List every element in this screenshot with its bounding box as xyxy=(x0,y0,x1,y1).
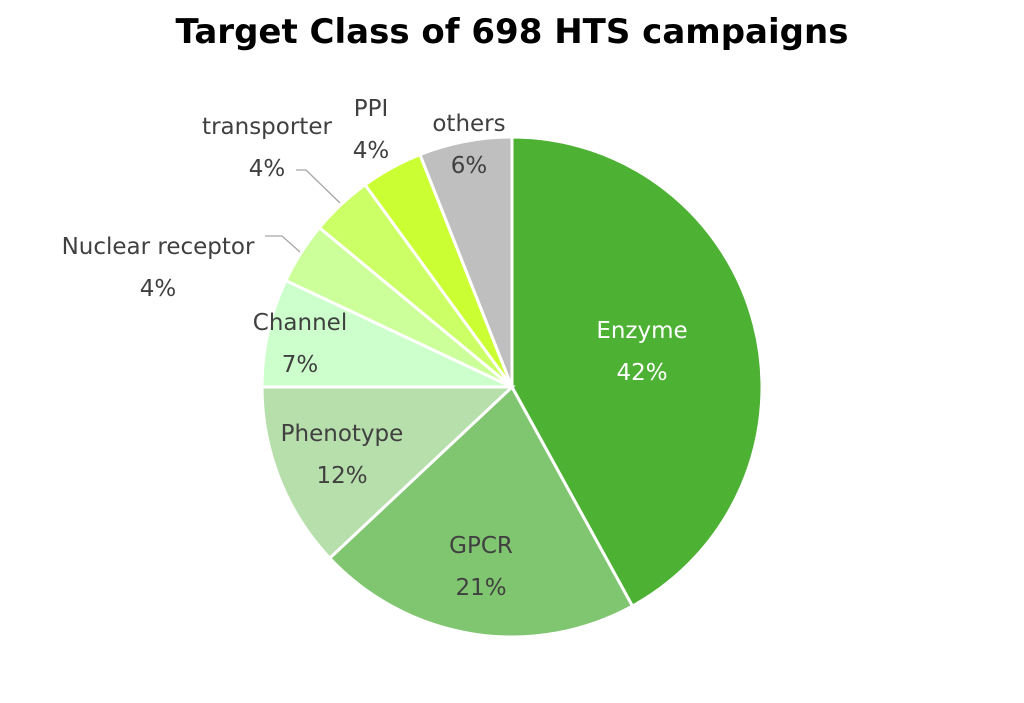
data-value-ppi: 4% xyxy=(353,138,390,164)
data-label-enzyme: Enzyme xyxy=(596,318,687,344)
slice-channel xyxy=(260,278,513,389)
data-value-transporter: 4% xyxy=(249,156,286,182)
data-label-channel: Channel xyxy=(253,310,347,336)
slice-phenotype xyxy=(260,385,516,561)
slice-others xyxy=(418,135,514,388)
data-value-enzyme: 42% xyxy=(616,360,667,386)
data-label-gpcr: GPCR xyxy=(449,533,513,559)
data-value-gpcr: 21% xyxy=(455,575,506,601)
leader-line-nuclear-receptor xyxy=(265,235,301,253)
chart-title: Target Class of 698 HTS campaigns xyxy=(175,12,849,52)
data-label-nuclear-receptor: Nuclear receptor xyxy=(62,234,255,260)
slice-enzyme xyxy=(510,135,764,609)
data-label-phenotype: Phenotype xyxy=(281,421,404,447)
data-value-channel: 7% xyxy=(282,352,319,378)
data-label-ppi: PPI xyxy=(354,96,389,122)
data-value-phenotype: 12% xyxy=(316,463,367,489)
data-value-others: 6% xyxy=(451,153,488,179)
data-label-others: others xyxy=(432,111,505,137)
data-label-transporter: transporter xyxy=(202,114,332,140)
slice-gpcr xyxy=(327,384,635,639)
leader-line-transporter xyxy=(296,169,341,204)
data-value-nuclear-receptor: 4% xyxy=(140,276,177,302)
